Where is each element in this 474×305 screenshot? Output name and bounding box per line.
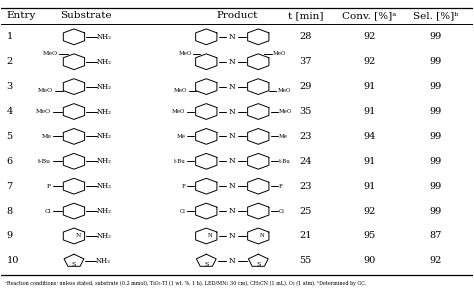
Text: 99: 99 xyxy=(429,107,442,116)
Text: Product: Product xyxy=(216,11,258,20)
Text: Substrate: Substrate xyxy=(60,11,111,20)
Text: 87: 87 xyxy=(429,231,442,241)
Text: 99: 99 xyxy=(429,157,442,166)
Text: NH₂: NH₂ xyxy=(97,232,112,240)
Text: Me: Me xyxy=(41,134,51,139)
Text: 9: 9 xyxy=(6,231,12,241)
Text: 99: 99 xyxy=(429,82,442,91)
Text: MeO: MeO xyxy=(273,51,286,56)
Text: 99: 99 xyxy=(429,57,442,66)
Text: NH₂: NH₂ xyxy=(97,207,112,215)
Text: 8: 8 xyxy=(6,206,12,216)
Text: Entry: Entry xyxy=(6,11,36,20)
Text: N: N xyxy=(229,207,236,215)
Text: MeO: MeO xyxy=(178,51,191,56)
Text: F: F xyxy=(47,184,51,189)
Text: 99: 99 xyxy=(429,206,442,216)
Text: N: N xyxy=(229,257,236,265)
Text: ᵃReaction conditions: unless stated, substrate (0.2 mmol), TiO₂-TI (1 wt. %, 1 h: ᵃReaction conditions: unless stated, sub… xyxy=(5,281,367,286)
Text: N: N xyxy=(229,157,236,165)
Text: N: N xyxy=(229,182,236,190)
Text: 91: 91 xyxy=(363,82,375,91)
Text: t [min]: t [min] xyxy=(288,11,323,20)
Text: 10: 10 xyxy=(6,257,19,265)
Text: t-Bu: t-Bu xyxy=(174,159,185,164)
Text: 2: 2 xyxy=(6,57,13,66)
Text: N: N xyxy=(229,83,236,91)
Text: 6: 6 xyxy=(6,157,12,166)
Text: N: N xyxy=(260,233,265,238)
Text: 5: 5 xyxy=(6,132,12,141)
Text: 35: 35 xyxy=(300,107,312,116)
Text: NH₂: NH₂ xyxy=(97,58,112,66)
Text: 23: 23 xyxy=(299,132,312,141)
Text: 91: 91 xyxy=(363,157,375,166)
Text: MeO: MeO xyxy=(279,109,292,114)
Text: MeO: MeO xyxy=(277,88,291,93)
Text: 25: 25 xyxy=(300,206,312,216)
Text: S: S xyxy=(256,262,260,267)
Text: F: F xyxy=(182,184,185,189)
Text: F: F xyxy=(279,184,283,189)
Text: 92: 92 xyxy=(363,57,375,66)
Text: N: N xyxy=(229,132,236,140)
Text: NH₂: NH₂ xyxy=(97,157,112,165)
Text: Cl: Cl xyxy=(45,209,51,213)
Text: NH₂: NH₂ xyxy=(97,83,112,91)
Text: N: N xyxy=(229,33,236,41)
Text: 1: 1 xyxy=(6,32,13,41)
Text: 99: 99 xyxy=(429,182,442,191)
Text: NH₂: NH₂ xyxy=(97,108,112,116)
Text: 92: 92 xyxy=(363,206,375,216)
Text: 29: 29 xyxy=(300,82,312,91)
Text: 91: 91 xyxy=(363,107,375,116)
Text: 55: 55 xyxy=(300,257,311,265)
Text: 23: 23 xyxy=(299,182,312,191)
Text: MeO: MeO xyxy=(173,88,187,93)
Text: 99: 99 xyxy=(429,32,442,41)
Text: t-Bu: t-Bu xyxy=(38,159,51,164)
Text: Me: Me xyxy=(279,134,288,139)
Text: 94: 94 xyxy=(363,132,375,141)
Text: 99: 99 xyxy=(429,132,442,141)
Text: N: N xyxy=(229,108,236,116)
Text: 91: 91 xyxy=(363,182,375,191)
Text: Sel. [%]ᵇ: Sel. [%]ᵇ xyxy=(413,11,458,20)
Text: Me: Me xyxy=(176,134,185,139)
Text: N: N xyxy=(229,232,236,240)
Text: MeO: MeO xyxy=(172,109,185,114)
Text: 37: 37 xyxy=(299,57,312,66)
Text: N: N xyxy=(75,233,81,238)
Text: 24: 24 xyxy=(299,157,312,166)
Text: 7: 7 xyxy=(6,182,13,191)
Text: 92: 92 xyxy=(429,257,442,265)
Text: t-Bu: t-Bu xyxy=(279,159,291,164)
Text: MeO: MeO xyxy=(42,51,57,56)
Text: NH₂: NH₂ xyxy=(97,132,112,140)
Text: 92: 92 xyxy=(363,32,375,41)
Text: S: S xyxy=(204,262,209,267)
Text: NH₂: NH₂ xyxy=(96,257,111,265)
Text: S: S xyxy=(72,262,76,267)
Text: 3: 3 xyxy=(6,82,13,91)
Text: 90: 90 xyxy=(363,257,375,265)
Text: 28: 28 xyxy=(300,32,312,41)
Text: Cl: Cl xyxy=(180,209,185,213)
Text: NH₂: NH₂ xyxy=(97,182,112,190)
Text: Cl: Cl xyxy=(279,209,285,213)
Text: 4: 4 xyxy=(6,107,13,116)
Text: Conv. [%]ᵃ: Conv. [%]ᵃ xyxy=(342,11,397,20)
Text: N: N xyxy=(229,58,236,66)
Text: N: N xyxy=(208,233,213,238)
Text: 95: 95 xyxy=(363,231,375,241)
Text: 21: 21 xyxy=(299,231,312,241)
Text: MeO: MeO xyxy=(38,88,53,93)
Text: MeO: MeO xyxy=(36,109,51,114)
Text: NH₂: NH₂ xyxy=(97,33,112,41)
